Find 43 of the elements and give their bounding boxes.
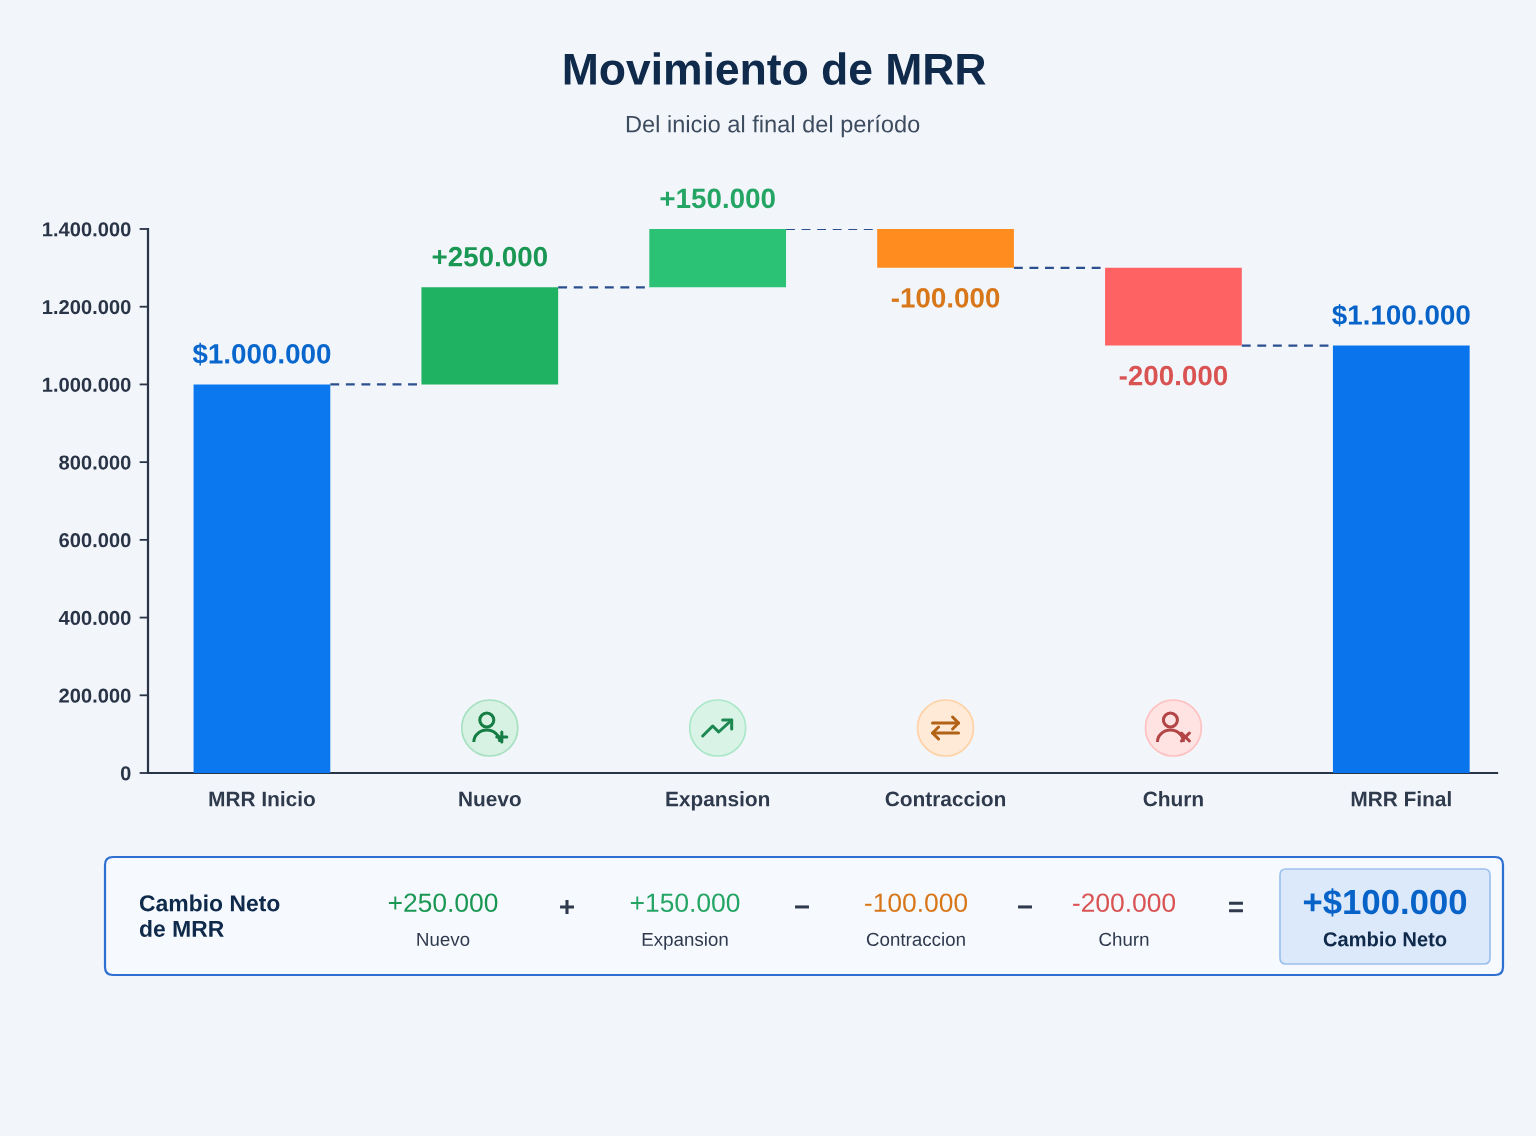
text: Cambio Neto [1323,931,1447,947]
text: Churn [1099,932,1149,947]
text: Contraccion [866,932,965,947]
x-tick-label: Contraccion [885,791,1006,807]
text: − [795,905,809,909]
text: -200.000 [1073,893,1176,913]
text: -100.000 [865,893,968,913]
x-tick-label: MRR Final [1351,791,1451,807]
text: +250.000 [388,893,498,913]
data-label: -100.000 [891,288,1000,308]
bar [877,229,1014,268]
data-label: $1.000.000 [192,342,331,366]
bar [1332,345,1470,773]
text: +150.000 [630,893,740,913]
text: Cambio Neto de MRR [139,894,280,937]
bar [421,287,559,385]
x-tick-label: Churn [1143,791,1203,807]
y-tick-label: 1.400.000 [43,222,131,237]
y-tick-label: 200.000 [59,688,131,703]
data-label: -200.000 [1119,365,1228,386]
y-tick-label: 1.000.000 [43,377,131,392]
y-tick-label: 0 [120,766,131,781]
y-tick-label: 600.000 [59,533,131,548]
data-label: +150.000 [660,188,775,209]
bar [649,229,787,288]
text: Expansion [642,932,728,950]
data-label: +250.000 [432,246,547,267]
data-label: $1.100.000 [1332,303,1470,327]
bar [1105,267,1242,346]
y-tick-label: 1.200.000 [43,299,131,315]
bar [193,384,331,773]
text: = [1229,901,1243,913]
text: +$100.000 [1303,888,1467,917]
text: + [560,899,574,914]
text: − [1018,905,1032,909]
x-tick-label: Nuevo [459,791,521,807]
x-tick-label: MRR Inicio [209,791,315,807]
chart-subtitle: Del inicio al final del período [626,114,920,138]
y-tick-label: 800.000 [59,455,131,470]
x-tick-label: Expansion [666,791,770,811]
chart-title: Movimiento de MRR [564,52,986,85]
text: Nuevo [417,932,470,947]
y-tick-label: 400.000 [58,610,131,626]
